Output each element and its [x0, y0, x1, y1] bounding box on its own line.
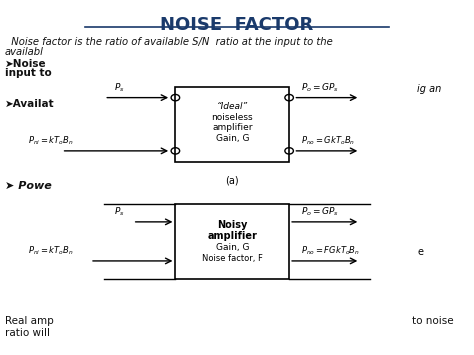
Text: ➤ Powe: ➤ Powe [5, 181, 52, 191]
Text: Noise factor, F: Noise factor, F [202, 254, 263, 263]
Text: Noisy: Noisy [217, 220, 247, 230]
FancyBboxPatch shape [175, 87, 289, 162]
Text: $P_{ni} = kT_oB_n$: $P_{ni} = kT_oB_n$ [28, 135, 74, 147]
Text: Gain, G: Gain, G [216, 134, 249, 143]
Text: to noise: to noise [412, 316, 454, 326]
FancyBboxPatch shape [175, 204, 289, 279]
Text: $P_{no} = GkT_oB_n$: $P_{no} = GkT_oB_n$ [301, 135, 355, 147]
Text: $P_s$: $P_s$ [114, 206, 124, 218]
Text: Gain, G: Gain, G [216, 243, 249, 252]
Text: $P_o = GP_s$: $P_o = GP_s$ [301, 82, 339, 94]
Text: input to: input to [5, 68, 52, 78]
Text: amplifier: amplifier [207, 231, 257, 241]
Text: Noise factor is the ratio of available S/N  ratio at the input to the: Noise factor is the ratio of available S… [5, 37, 332, 47]
Text: $P_o = GP_s$: $P_o = GP_s$ [301, 206, 339, 218]
Text: noiseless: noiseless [211, 113, 253, 122]
Text: availabl: availabl [5, 47, 44, 57]
Text: (a): (a) [226, 176, 239, 186]
Text: ➤Noise: ➤Noise [5, 59, 46, 69]
Text: Real amp: Real amp [5, 316, 54, 326]
Text: e: e [417, 247, 423, 257]
Text: ratio will: ratio will [5, 328, 50, 338]
Text: ig an: ig an [417, 84, 441, 94]
Text: “Ideal”: “Ideal” [217, 102, 248, 111]
Text: $P_{no} = FGkT_oB_n$: $P_{no} = FGkT_oB_n$ [301, 245, 360, 257]
Text: $P_{ni} = kT_oB_n$: $P_{ni} = kT_oB_n$ [28, 245, 74, 257]
Text: ➤Availat: ➤Availat [5, 99, 55, 109]
Text: amplifier: amplifier [212, 123, 253, 132]
Text: NOISE  FACTOR: NOISE FACTOR [160, 16, 314, 34]
Text: $P_s$: $P_s$ [114, 82, 124, 94]
